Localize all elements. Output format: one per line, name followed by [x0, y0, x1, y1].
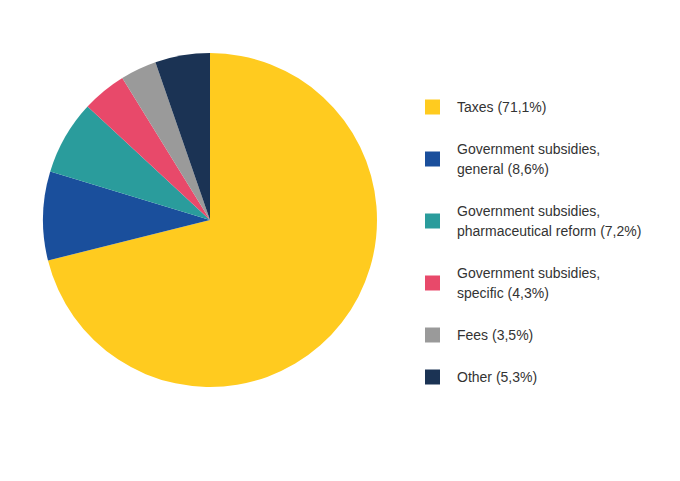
svg-text:Government subsidies,: Government subsidies, [457, 265, 600, 281]
svg-text:Other (5,3%): Other (5,3%) [457, 369, 537, 385]
svg-text:Taxes (71,1%): Taxes (71,1%) [457, 99, 546, 115]
svg-text:Government subsidies,: Government subsidies, [457, 141, 600, 157]
svg-text:Government subsidies,: Government subsidies, [457, 203, 600, 219]
svg-text:Fees (3,5%): Fees (3,5%) [457, 327, 533, 343]
svg-text:general (8,6%): general (8,6%) [457, 161, 549, 177]
svg-text:pharmaceutical reform (7,2%): pharmaceutical reform (7,2%) [457, 223, 641, 239]
svg-text:specific (4,3%): specific (4,3%) [457, 285, 549, 301]
